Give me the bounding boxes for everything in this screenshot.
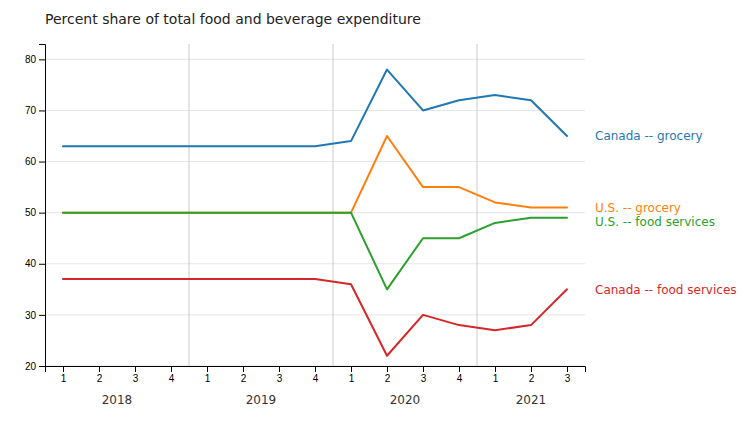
tick-mark (243, 366, 244, 372)
tick: 3 (421, 366, 427, 384)
tick-label: 2 (241, 373, 247, 384)
series-label: Canada -- food services (595, 283, 737, 297)
tick-mark (387, 366, 388, 372)
tick: 1 (205, 366, 211, 384)
tick: 40 (25, 258, 45, 269)
tick-label: 4 (169, 373, 175, 384)
tick-label: 2 (97, 373, 103, 384)
tick-label: 80 (25, 54, 37, 65)
tick: 3 (133, 366, 139, 384)
year-divider (477, 44, 478, 366)
tick: 1 (61, 366, 67, 384)
year-label: 2021 (516, 393, 547, 407)
tick-label: 1 (205, 373, 211, 384)
tick-mark (39, 264, 45, 265)
chart: Percent share of total food and beverage… (0, 0, 750, 422)
tick: 2 (241, 366, 247, 384)
series-labels: Canada -- grocery U.S. -- groceryU.S. -- … (595, 129, 737, 296)
series-label: U.S. -- grocery (595, 201, 681, 215)
tick-label: 60 (25, 156, 37, 167)
tick-mark (135, 366, 136, 372)
tick-mark (315, 366, 316, 372)
tick-label: 3 (277, 373, 283, 384)
year-divider (333, 44, 334, 366)
plot: 2030405060708012341234123412320182019202… (25, 44, 737, 407)
tick-label: 30 (25, 310, 37, 321)
series-label: U.S. -- food services (595, 215, 715, 229)
tick-label: 4 (313, 373, 319, 384)
tick-label: 1 (61, 373, 67, 384)
title: Percent share of total food and beverage… (45, 11, 421, 27)
tick-mark (63, 366, 64, 372)
tick: 30 (25, 310, 45, 321)
tick-mark (39, 59, 45, 60)
tick: 2 (529, 366, 535, 384)
tick-mark (459, 366, 460, 372)
tick-mark (39, 213, 45, 214)
tick: 4 (457, 366, 463, 384)
series-label: Canada -- grocery (595, 129, 703, 143)
tick-label: 1 (349, 373, 355, 384)
tick: 4 (169, 366, 175, 384)
tick: 1 (493, 366, 499, 384)
tick: 2 (385, 366, 391, 384)
series-line (63, 70, 567, 147)
tick-label: 4 (457, 373, 463, 384)
year-divider (189, 44, 190, 366)
tick-label: 1 (493, 373, 499, 384)
series-line (63, 213, 567, 290)
tick: 80 (25, 54, 45, 65)
tick-label: 3 (133, 373, 139, 384)
tick-mark (495, 366, 496, 372)
tick: 70 (25, 105, 45, 116)
grid-line (45, 314, 585, 315)
tick-label: 70 (25, 105, 37, 116)
tick-label: 20 (25, 361, 37, 372)
tick: 3 (565, 366, 571, 384)
year-label: 2018 (102, 393, 133, 407)
tick-mark (279, 366, 280, 372)
grid-line (45, 263, 585, 264)
tick: 20 (25, 361, 45, 372)
tick-mark (39, 110, 45, 111)
axis-line (46, 367, 586, 373)
tick-label: 3 (421, 373, 427, 384)
tick-mark (423, 366, 424, 372)
tick: 50 (25, 207, 45, 218)
tick-label: 50 (25, 207, 37, 218)
grid (45, 59, 585, 366)
x-axis: 1 2 3 4 1 2 3 4 1 2 3 4 1 2 3 (46, 366, 586, 384)
tick: 60 (25, 156, 45, 167)
grid-line (45, 59, 585, 60)
tick-mark (531, 366, 532, 372)
grid-line (45, 110, 585, 111)
grid-line (45, 161, 585, 162)
tick-mark (567, 366, 568, 372)
tick-mark (39, 315, 45, 316)
tick-label: 2 (385, 373, 391, 384)
series-line (63, 279, 567, 356)
tick-mark (207, 366, 208, 372)
tick-mark (351, 366, 352, 372)
year-label: 2019 (246, 393, 277, 407)
tick: 3 (277, 366, 283, 384)
year-labels: 2018 2019 2020 2021 (102, 393, 547, 407)
tick-label: 3 (565, 373, 571, 384)
year-label: 2020 (390, 393, 421, 407)
tick-label: 40 (25, 258, 37, 269)
lines (63, 70, 567, 356)
tick-label: 2 (529, 373, 535, 384)
tick: 4 (313, 366, 319, 384)
tick-mark (39, 162, 45, 163)
axis-line (39, 45, 46, 367)
tick-mark (39, 366, 45, 367)
tick: 2 (97, 366, 103, 384)
y-axis: 20 30 40 50 60 70 80 (25, 45, 46, 372)
series-line (63, 136, 567, 213)
tick-mark (99, 366, 100, 372)
tick-mark (171, 366, 172, 372)
tick: 1 (349, 366, 355, 384)
